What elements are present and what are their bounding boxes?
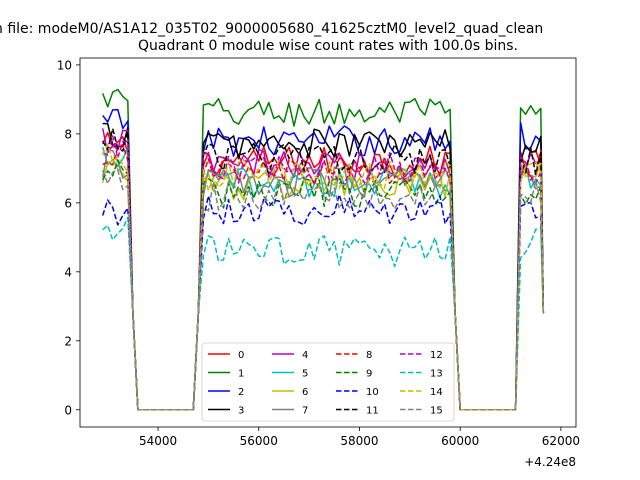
legend-label-5: 5 [302, 369, 308, 380]
series-line-11 [102, 127, 545, 411]
x-tick-label: 56000 [240, 434, 278, 448]
legend-label-8: 8 [366, 350, 372, 361]
legend-label-15: 15 [430, 406, 443, 417]
series-line-13 [102, 216, 545, 411]
legend-label-1: 1 [238, 369, 244, 380]
y-tick-label: 8 [64, 127, 72, 141]
legend-label-7: 7 [302, 406, 308, 417]
series-line-9 [102, 159, 545, 411]
x-tick-label: 62000 [542, 434, 580, 448]
x-offset-label: +4.24e8 [524, 455, 576, 469]
series-line-15 [101, 169, 545, 411]
legend-label-12: 12 [430, 350, 443, 361]
series-line-3 [102, 122, 545, 411]
series-line-14 [102, 143, 545, 411]
legend-label-10: 10 [366, 387, 379, 398]
y-tick-label: 10 [57, 58, 72, 72]
series-line-7 [101, 149, 545, 411]
legend-label-3: 3 [238, 406, 244, 417]
figure-suptitle: n file: modeM0/AS1A12_035T02_9000005680_… [0, 21, 543, 37]
legend-label-6: 6 [302, 387, 308, 398]
legend-label-14: 14 [430, 387, 443, 398]
series-line-1 [101, 88, 545, 411]
y-axis: 0 2 4 6 8 10 [57, 58, 80, 417]
legend-label-4: 4 [302, 350, 308, 361]
plot-area [101, 88, 545, 411]
y-tick-label: 2 [64, 334, 72, 348]
axes-frame [79, 57, 577, 428]
legend-label-13: 13 [430, 369, 443, 380]
legend-label-11: 11 [366, 406, 379, 417]
series-line-12 [102, 135, 545, 411]
legend-label-2: 2 [238, 387, 244, 398]
x-axis: 54000 56000 58000 60000 62000 [139, 427, 580, 448]
series-line-2 [102, 108, 545, 411]
x-tick-label: 60000 [441, 434, 479, 448]
y-tick-label: 6 [64, 196, 72, 210]
series-line-5 [101, 146, 545, 411]
legend-box [201, 342, 455, 422]
x-tick-label: 54000 [139, 434, 177, 448]
x-tick-label: 58000 [340, 434, 378, 448]
chart-title: Quadrant 0 module wise count rates with … [138, 38, 518, 54]
y-tick-label: 0 [64, 403, 72, 417]
y-tick-label: 4 [64, 265, 72, 279]
legend-label-0: 0 [238, 350, 244, 361]
legend-label-9: 9 [366, 369, 372, 380]
